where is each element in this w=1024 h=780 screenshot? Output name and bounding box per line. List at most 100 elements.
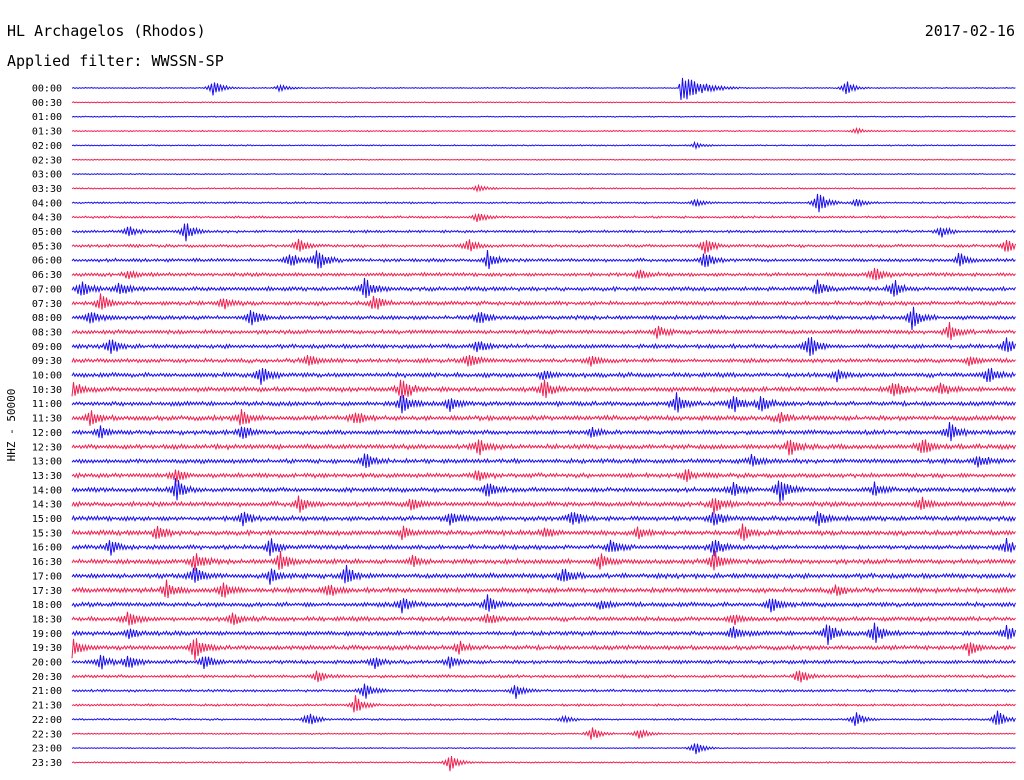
seismic-trace [71, 306, 1016, 330]
time-label: 09:30 [32, 356, 62, 367]
seismic-trace [71, 469, 1016, 482]
time-label: 06:30 [32, 270, 62, 281]
time-label: 20:00 [32, 658, 62, 669]
time-label: 13:30 [32, 471, 62, 482]
time-label: 22:00 [32, 715, 62, 726]
seismic-trace [71, 140, 1016, 150]
time-label: 18:00 [32, 600, 62, 611]
seismic-trace [71, 622, 1016, 646]
time-labels: 00:00 00:30 01:00 01:30 02:00 02:30 03:00 03:30… [32, 84, 62, 769]
seismic-trace [71, 409, 1016, 426]
time-label: 21:30 [32, 701, 62, 712]
filter-label: Applied filter: WWSSN-SP [7, 52, 224, 70]
time-label: 12:30 [32, 442, 62, 453]
seismic-trace [71, 277, 1016, 298]
seismic-trace [71, 654, 1016, 670]
seismic-trace [71, 367, 1016, 385]
seismic-trace [71, 212, 1016, 222]
seismic-trace [71, 727, 1016, 740]
seismic-trace [71, 158, 1016, 161]
time-label: 09:00 [32, 342, 62, 353]
seismic-trace [71, 670, 1016, 683]
seismic-trace [71, 223, 1016, 242]
time-label: 15:00 [32, 514, 62, 525]
seismic-trace [71, 183, 1016, 193]
time-label: 01:30 [32, 127, 62, 138]
seismic-trace [71, 77, 1016, 101]
time-label: 07:30 [32, 299, 62, 310]
seismic-trace [71, 439, 1016, 456]
time-label: 11:30 [32, 414, 62, 425]
time-label: 04:00 [32, 198, 62, 209]
seismic-trace [71, 579, 1016, 599]
time-label: 18:30 [32, 614, 62, 625]
seismic-trace [71, 453, 1016, 469]
time-label: 10:00 [32, 371, 62, 382]
seismic-trace [71, 523, 1016, 541]
time-label: 08:30 [32, 327, 62, 338]
seismic-trace [71, 126, 1016, 135]
time-label: 07:00 [32, 284, 62, 295]
seismic-trace [71, 293, 1016, 310]
time-label: 01:00 [32, 112, 62, 123]
seismic-trace [71, 537, 1016, 557]
time-label: 02:30 [32, 155, 62, 166]
time-label: 02:00 [32, 141, 62, 152]
time-label: 00:30 [32, 98, 62, 109]
seismic-trace [71, 611, 1016, 626]
trace-group [71, 77, 1016, 772]
time-label: 04:30 [32, 213, 62, 224]
seismic-trace [71, 743, 1016, 755]
seismic-trace [71, 392, 1016, 414]
time-label: 05:00 [32, 227, 62, 238]
time-label: 23:30 [32, 758, 62, 769]
seismic-trace [71, 249, 1016, 270]
time-label: 11:00 [32, 399, 62, 410]
time-label: 14:30 [32, 500, 62, 511]
time-label: 19:00 [32, 629, 62, 640]
time-label: 15:30 [32, 528, 62, 539]
time-label: 14:00 [32, 485, 62, 496]
seismic-trace [71, 511, 1016, 527]
time-label: 03:30 [32, 184, 62, 195]
time-label: 16:00 [32, 543, 62, 554]
seismic-trace [71, 193, 1016, 213]
time-label: 20:30 [32, 672, 62, 683]
time-label: 23:00 [32, 744, 62, 755]
seismic-trace [71, 683, 1016, 699]
seismic-trace [71, 172, 1016, 176]
channel-label: HHZ - 50000 [5, 389, 18, 462]
seismic-trace [71, 379, 1016, 399]
seismic-trace [71, 321, 1016, 341]
seismic-trace [71, 564, 1016, 585]
seismic-trace [71, 101, 1016, 104]
seismic-trace [71, 495, 1016, 515]
seismic-trace [71, 354, 1016, 367]
seismic-trace [71, 238, 1016, 254]
seismic-trace [71, 478, 1016, 503]
seismic-trace [71, 550, 1016, 571]
seismic-trace [71, 594, 1016, 614]
time-label: 06:00 [32, 256, 62, 267]
seismic-trace [71, 756, 1016, 772]
time-label: 17:30 [32, 586, 62, 597]
station-title: HL Archagelos (Rhodos) [7, 22, 206, 40]
time-label: 13:00 [32, 457, 62, 468]
seismic-trace [71, 638, 1016, 661]
time-label: 03:00 [32, 170, 62, 181]
time-label: 00:00 [32, 84, 62, 95]
date-label: 2017-02-16 [925, 22, 1015, 40]
time-label: 21:00 [32, 686, 62, 697]
time-label: 19:30 [32, 643, 62, 654]
time-label: 22:30 [32, 729, 62, 740]
time-label: 16:30 [32, 557, 62, 568]
time-label: 10:30 [32, 385, 62, 396]
time-label: 08:00 [32, 313, 62, 324]
seismic-trace [71, 267, 1016, 281]
seismic-trace [71, 115, 1016, 118]
time-label: 17:00 [32, 571, 62, 582]
seismic-trace [71, 710, 1016, 726]
seismic-trace [71, 337, 1016, 357]
time-label: 12:00 [32, 428, 62, 439]
